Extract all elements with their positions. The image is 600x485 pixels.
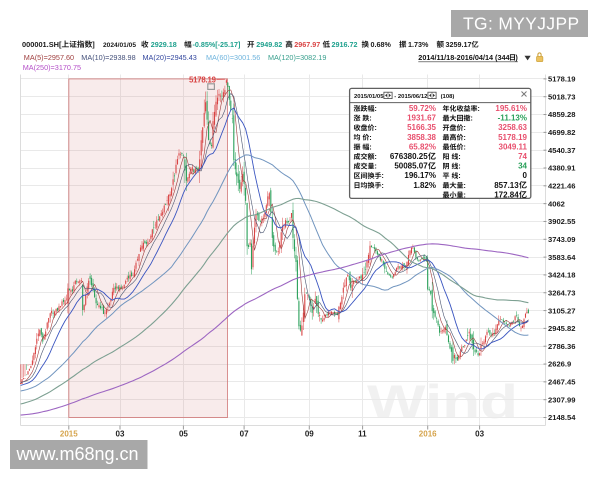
svg-text:MA(250)=3170.75: MA(250)=3170.75 <box>23 63 81 72</box>
svg-text:5178.19: 5178.19 <box>548 75 575 84</box>
svg-text:(108): (108) <box>441 94 455 100</box>
svg-text:0.68%: 0.68% <box>371 40 392 49</box>
svg-text:172.84: 172.84 <box>494 190 519 199</box>
svg-text:3258.63: 3258.63 <box>498 123 527 132</box>
svg-text:www.m68ng.cn: www.m68ng.cn <box>16 444 139 464</box>
svg-text::: : <box>458 173 460 180</box>
svg-text:2786.36: 2786.36 <box>548 342 575 351</box>
svg-text:3858.38: 3858.38 <box>407 133 436 142</box>
svg-text:195.61%: 195.61% <box>495 104 527 113</box>
svg-text:3583.64: 3583.64 <box>548 253 576 262</box>
svg-text::: : <box>369 116 371 123</box>
svg-text:07: 07 <box>240 430 249 439</box>
svg-text:196.17%: 196.17% <box>404 171 436 180</box>
svg-text::: : <box>375 125 377 132</box>
svg-text::: : <box>458 164 460 171</box>
svg-text:4380.91: 4380.91 <box>548 164 576 173</box>
svg-text:2945.82: 2945.82 <box>548 324 575 333</box>
svg-text:000001.SH[: 000001.SH[ <box>22 40 62 49</box>
svg-text:4540.37: 4540.37 <box>548 146 575 155</box>
svg-text:3743.09: 3743.09 <box>548 235 575 244</box>
svg-text::: : <box>369 144 371 151</box>
svg-text:2626.9: 2626.9 <box>548 360 571 369</box>
svg-text:5018.73: 5018.73 <box>548 92 575 101</box>
svg-text:11: 11 <box>358 430 367 439</box>
svg-text:MA(60)=3001.56: MA(60)=3001.56 <box>206 53 260 62</box>
svg-text:5178.19: 5178.19 <box>498 133 527 142</box>
svg-text:2307.99: 2307.99 <box>548 395 575 404</box>
svg-text:857.13: 857.13 <box>494 181 519 190</box>
svg-text:2916.72: 2916.72 <box>332 40 358 49</box>
svg-text:1.82%: 1.82% <box>413 181 436 190</box>
svg-text::: : <box>464 183 466 190</box>
svg-text:676380.25: 676380.25 <box>390 152 428 161</box>
svg-text:65.82%: 65.82% <box>409 142 436 151</box>
svg-text::: : <box>375 106 377 113</box>
svg-text:2015/06/12: 2015/06/12 <box>398 94 428 100</box>
svg-text:Wind: Wind <box>367 375 518 428</box>
svg-text:4859.28: 4859.28 <box>548 110 575 119</box>
svg-text:TG: MYYJJPP: TG: MYYJJPP <box>463 14 580 34</box>
svg-text:2929.18: 2929.18 <box>151 40 177 49</box>
svg-text::: : <box>464 192 466 199</box>
svg-text::: : <box>375 164 377 171</box>
svg-text:3424.18: 3424.18 <box>548 271 575 280</box>
svg-text:-: - <box>394 94 396 100</box>
svg-text:-11.13%: -11.13% <box>498 114 527 123</box>
svg-text:-0.85%[-25.17]: -0.85%[-25.17] <box>193 40 241 49</box>
svg-text:1.73%: 1.73% <box>408 40 429 49</box>
svg-text:59.72%: 59.72% <box>409 104 436 113</box>
svg-text:2949.82: 2949.82 <box>256 40 282 49</box>
svg-text:4699.82: 4699.82 <box>548 128 575 137</box>
svg-text:1931.67: 1931.67 <box>407 114 436 123</box>
svg-text:5166.35: 5166.35 <box>407 123 436 132</box>
svg-text::: : <box>458 154 460 161</box>
svg-text:5178.19: 5178.19 <box>189 75 217 84</box>
svg-text:3105.27: 3105.27 <box>548 306 575 315</box>
svg-text:2467.45: 2467.45 <box>548 378 576 387</box>
svg-text:MA(5)=2957.60: MA(5)=2957.60 <box>24 53 74 62</box>
svg-text:2967.97: 2967.97 <box>294 40 320 49</box>
svg-text::: : <box>471 116 473 123</box>
svg-text:MA(20)=2945.43: MA(20)=2945.43 <box>143 53 197 62</box>
svg-text::: : <box>464 144 466 151</box>
svg-text:3264.73: 3264.73 <box>548 288 575 297</box>
svg-text:4062: 4062 <box>548 199 565 208</box>
svg-text:3902.55: 3902.55 <box>548 217 576 226</box>
svg-text::: : <box>382 173 384 180</box>
svg-text:MA(10)=2938.98: MA(10)=2938.98 <box>81 53 135 62</box>
svg-text:03: 03 <box>475 430 484 439</box>
svg-text:2014/11/18-2016/04/14 (344: 2014/11/18-2016/04/14 (344 <box>418 53 509 62</box>
svg-text:34: 34 <box>518 162 527 171</box>
svg-text:2016: 2016 <box>419 430 437 439</box>
svg-text:MA(120)=3082.19: MA(120)=3082.19 <box>268 53 326 62</box>
svg-text:50085.07: 50085.07 <box>394 162 428 171</box>
svg-text:05: 05 <box>179 430 188 439</box>
svg-text:3049.11: 3049.11 <box>499 142 528 151</box>
svg-text:2024/01/05: 2024/01/05 <box>103 42 136 49</box>
svg-text:0: 0 <box>523 171 528 180</box>
svg-text::: : <box>464 125 466 132</box>
svg-text:2015: 2015 <box>60 430 78 439</box>
svg-text:74: 74 <box>518 152 527 161</box>
svg-text:03: 03 <box>116 430 125 439</box>
svg-text:2148.54: 2148.54 <box>548 413 576 422</box>
svg-text:09: 09 <box>305 430 314 439</box>
svg-text:4221.46: 4221.46 <box>548 182 575 191</box>
svg-text::: : <box>369 135 371 142</box>
svg-text::: : <box>382 183 384 190</box>
svg-text::: : <box>375 154 377 161</box>
svg-text:3259.17: 3259.17 <box>446 40 472 49</box>
svg-text::: : <box>478 106 480 113</box>
svg-text::: : <box>464 135 466 142</box>
svg-text:2015/01/05: 2015/01/05 <box>354 94 384 100</box>
